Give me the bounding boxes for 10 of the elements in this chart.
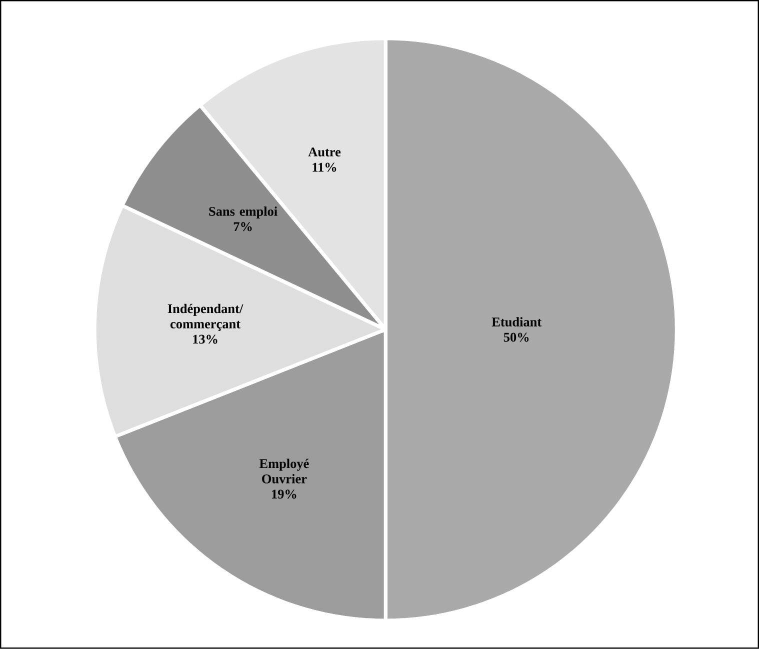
- data-label: 19%: [272, 490, 296, 499]
- data-label: 7%: [234, 222, 252, 232]
- data-label: 13%: [193, 334, 218, 344]
- slice-label: Autre: [308, 148, 341, 157]
- data-label: 11%: [312, 162, 336, 172]
- slice-label: Etudiant: [492, 317, 542, 327]
- slice-label: Sans emploi: [209, 206, 278, 219]
- data-label: 50%: [504, 332, 529, 342]
- slice-label: Indépendant/ commerçant: [168, 304, 244, 332]
- slice-label: Employé Ouvrier: [259, 458, 309, 484]
